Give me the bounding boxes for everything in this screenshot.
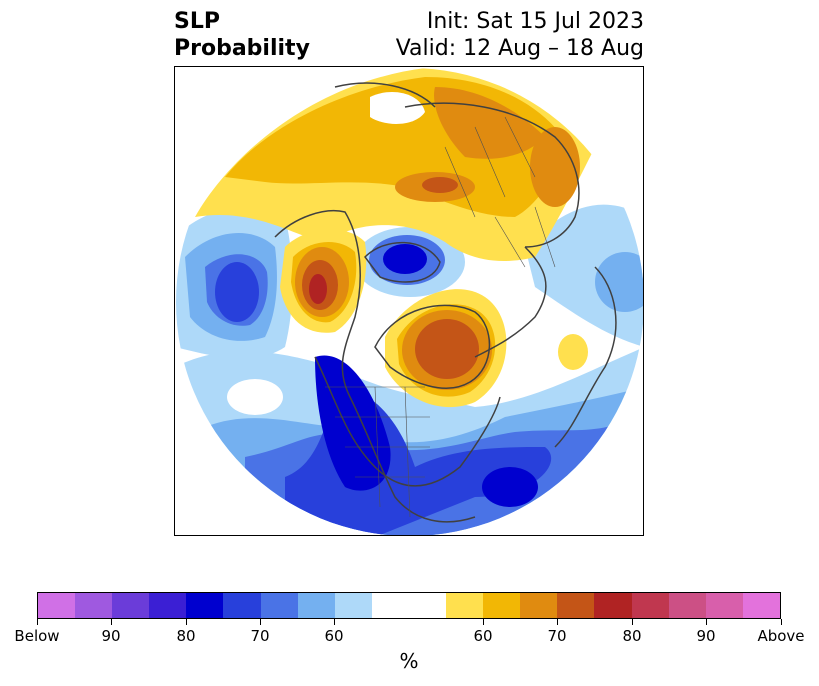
shade-below-80-baffin [383, 244, 427, 274]
colorbar-tick [334, 619, 335, 625]
colorbar-tick [186, 619, 187, 625]
borders [325, 116, 556, 518]
colorbar-tick-label: 60 [473, 627, 493, 645]
colorbar-segment [520, 593, 558, 618]
title-right: Init: Sat 15 Jul 2023 Valid: 12 Aug – 18… [396, 8, 644, 62]
colorbar-segment [260, 593, 298, 618]
shade-below-80-atlantic [482, 467, 538, 507]
shade-above-60-atlantic [558, 334, 588, 370]
shade-above-70-eurasia [530, 127, 580, 207]
valid-range: Valid: 12 Aug – 18 Aug [395, 36, 644, 61]
title-variable: SLP [174, 9, 220, 34]
colorbar-tick [706, 619, 707, 625]
colorbar [37, 592, 781, 619]
colorbar-segment [557, 593, 595, 618]
coastlines [274, 82, 617, 523]
colorbar-tick [37, 619, 38, 625]
colorbar-segment [408, 593, 447, 618]
colorbar-segment [631, 593, 669, 618]
shade-below-80-central-us [315, 355, 391, 491]
colorbar-segment [371, 593, 409, 618]
colorbar-segment [668, 593, 706, 618]
colorbar-segment [446, 593, 484, 618]
colorbar-segment [223, 593, 261, 618]
colorbar-tick [632, 619, 633, 625]
colorbar-tick [557, 619, 558, 625]
colorbar-tick-label: Below [14, 627, 60, 645]
colorbar-tick-label: 90 [101, 627, 121, 645]
shade-below-65-europe [595, 252, 643, 312]
colorbar-segment [594, 593, 632, 618]
colorbar-tick-label: Above [757, 627, 805, 645]
init-date: Init: Sat 15 Jul 2023 [426, 9, 644, 34]
colorbar-segment [742, 593, 780, 618]
colorbar-tick [781, 619, 782, 625]
colorbar-tick-label: 80 [622, 627, 642, 645]
colorbar-unit: % [399, 649, 419, 673]
map-panel [174, 66, 644, 536]
colorbar-tick-label: 80 [176, 627, 196, 645]
colorbar-segment [483, 593, 521, 618]
colorbar-tick-label: 90 [696, 627, 716, 645]
colorbar-tick-label: 70 [547, 627, 567, 645]
neutral-arctic-gap [370, 92, 425, 124]
colorbar-segment [75, 593, 113, 618]
colorbar-segment [705, 593, 743, 618]
colorbar-tick-label: 70 [250, 627, 270, 645]
polar-map [176, 68, 643, 535]
shade-above-80-alaska [309, 274, 327, 304]
colorbar-segment [112, 593, 150, 618]
colorbar-segment [38, 593, 76, 618]
title-left: SLP Probability [174, 8, 310, 62]
colorbar-tick-label: 60 [324, 627, 344, 645]
neutral-pacific [227, 379, 283, 415]
shade-below-75-pacific [215, 262, 259, 322]
shade-above-75-greenland [415, 319, 479, 379]
title-type: Probability [174, 36, 310, 61]
colorbar-segment [186, 593, 224, 618]
colorbar-segment [334, 593, 372, 618]
colorbar-segment [149, 593, 187, 618]
colorbar-tick [260, 619, 261, 625]
colorbar-tick [483, 619, 484, 625]
colorbar-tick [111, 619, 112, 625]
colorbar-segment [297, 593, 335, 618]
shade-above-75-siberia [422, 177, 458, 193]
